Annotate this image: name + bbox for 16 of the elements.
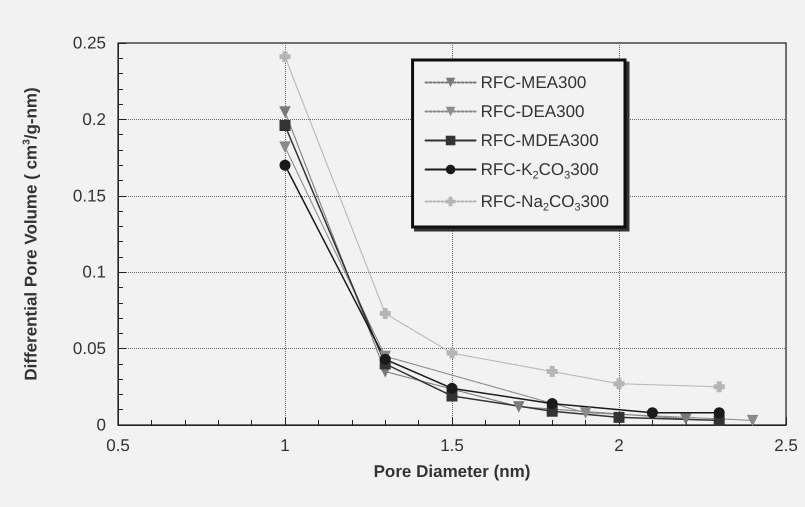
legend-label: RFC-MEA300 xyxy=(480,73,586,92)
y-tick-label: 0 xyxy=(96,416,106,434)
y-tick-label: 0.15 xyxy=(72,186,106,206)
x-tick-label: 0.5 xyxy=(106,436,130,455)
x-axis-title: Pore Diameter (nm) xyxy=(374,462,530,481)
x-tick-label: 1 xyxy=(280,436,290,455)
legend-label: RFC-MDEA300 xyxy=(480,131,599,150)
x-tick-label: 2 xyxy=(614,436,624,455)
y-tick-label: 0.1 xyxy=(82,262,106,282)
y-axis-title: Differential Pore Volume ( cm3/g-nm) xyxy=(22,87,40,381)
y-tick-label: 0.2 xyxy=(82,110,106,129)
y-tick-label: 0.05 xyxy=(72,339,106,358)
x-tick-label: 1.5 xyxy=(440,436,464,455)
x-tick-label: 2.5 xyxy=(774,436,798,455)
y-tick-label: 0.25 xyxy=(72,34,106,52)
legend-label: RFC-DEA300 xyxy=(480,102,584,121)
